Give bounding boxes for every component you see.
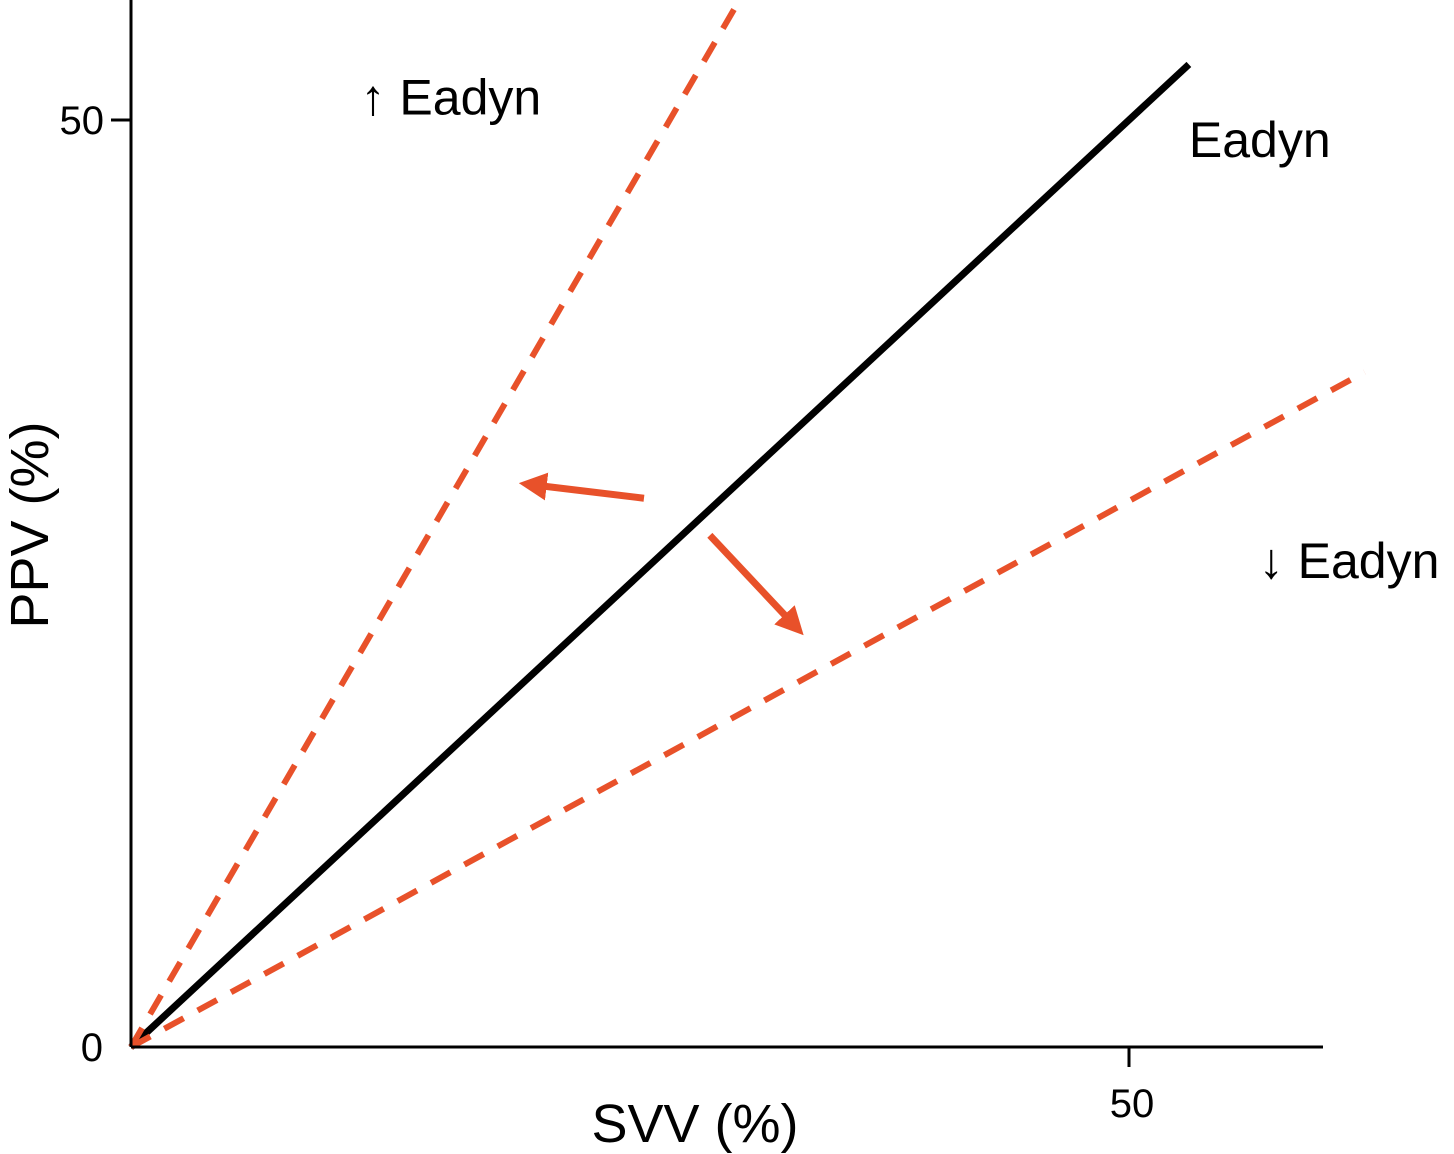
x-axis-title: SVV (%) [591, 1094, 798, 1154]
curve-label-0: ↑ Eadyn [361, 69, 542, 125]
y-axis-title: PPV (%) [0, 421, 60, 628]
series-line-1 [128, 0, 743, 1049]
arrow-layer [518, 472, 804, 636]
series-line-2 [129, 369, 1366, 1050]
tick-layer: 50 0 50 [60, 99, 1155, 1126]
direction-arrow-1 [707, 532, 804, 636]
y-tick-label-1: 50 [60, 99, 105, 143]
annotation-layer: ↑ Eadyn Eadyn ↓ Eadyn [361, 69, 1440, 589]
curve-label-2: ↓ Eadyn [1259, 533, 1440, 589]
curve-label-1: Eadyn [1189, 112, 1331, 168]
x-tick-label-0: 50 [1110, 1082, 1155, 1126]
series-line-0 [128, 61, 1192, 1050]
series-layer [128, 0, 1366, 1050]
direction-arrow-0 [518, 472, 645, 502]
y-tick-label-0: 0 [81, 1026, 103, 1070]
